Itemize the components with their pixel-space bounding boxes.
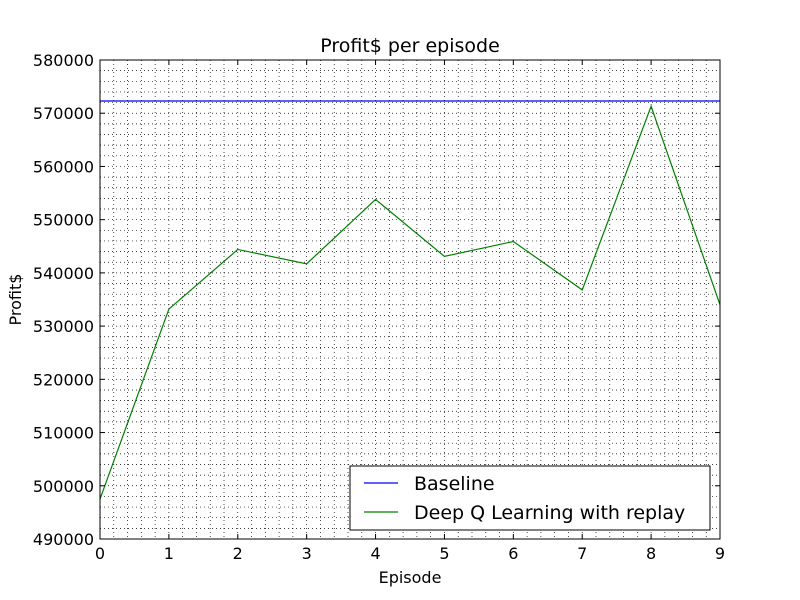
y-tick-label: 510000: [33, 424, 94, 443]
x-tick-label: 1: [164, 544, 174, 563]
x-tick-label: 4: [370, 544, 380, 563]
legend-box: [349, 465, 711, 531]
y-tick-label: 550000: [33, 211, 94, 230]
x-tick-label: 2: [233, 544, 243, 563]
x-tick-label: 8: [646, 544, 656, 563]
y-tick-label: 520000: [33, 370, 94, 389]
x-tick-label: 5: [439, 544, 449, 563]
series-lines: [99, 100, 721, 500]
x-tick-label: 0: [95, 544, 105, 563]
x-tick-label: 6: [508, 544, 518, 563]
x-axis-title: Episode: [379, 568, 442, 587]
chart-title: Profit$ per episode: [320, 35, 500, 57]
y-tick-label: 570000: [33, 104, 94, 123]
y-axis-title: Profit$: [6, 274, 25, 326]
y-tick-label: 530000: [33, 317, 94, 336]
series-line-deep-q-learning: [99, 104, 721, 500]
axis-ticks: 0 1 2 3 4 5 6 7 8 9 490000 500000 510000 520000 530000…: [33, 51, 725, 563]
x-tick-label: 3: [302, 544, 312, 563]
plot-frame: [99, 59, 721, 540]
legend: Baseline Deep Q Learning with replay: [349, 465, 711, 531]
y-tick-label: 500000: [33, 477, 94, 496]
y-tick-label: 580000: [33, 51, 94, 70]
x-tick-label: 7: [577, 544, 587, 563]
y-tick-label: 490000: [33, 530, 94, 549]
x-tick-label: 9: [715, 544, 725, 563]
y-tick-label: 560000: [33, 157, 94, 176]
y-tick-label: 540000: [33, 264, 94, 283]
legend-label: Deep Q Learning with replay: [414, 502, 685, 524]
legend-label: Baseline: [414, 473, 495, 495]
